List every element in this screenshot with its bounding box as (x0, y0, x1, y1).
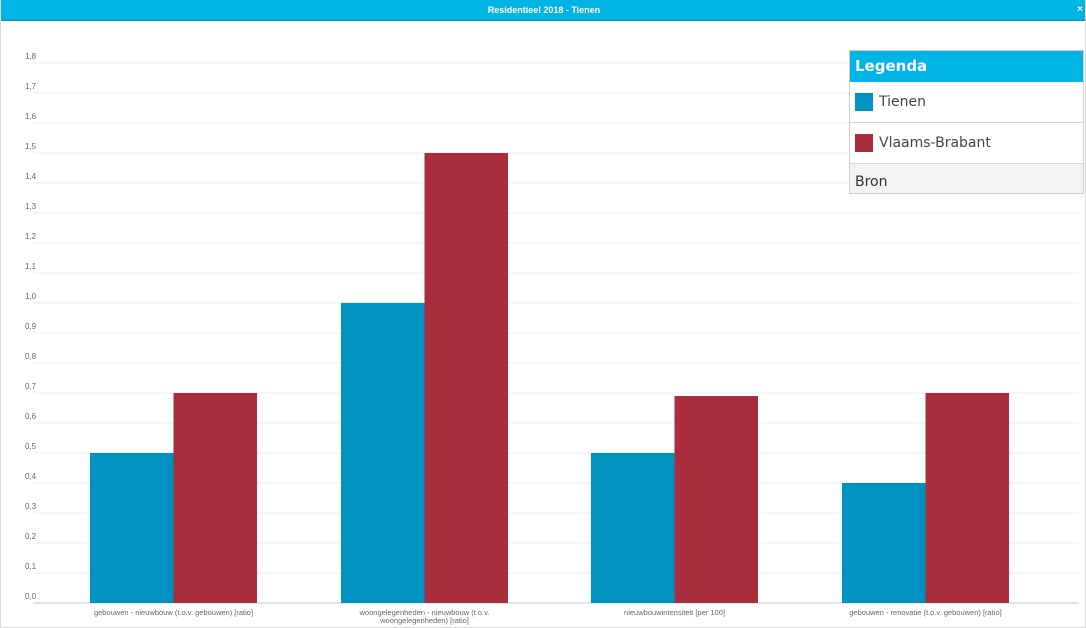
y-tick-label: 0,4 (25, 472, 37, 481)
legend-label-tienen: Tienen (879, 94, 926, 110)
y-tick-label: 0,5 (25, 442, 37, 451)
x-category-label: woongelegenheden) [ratio] (379, 616, 469, 625)
y-tick-label: 0,6 (25, 412, 37, 421)
y-tick-label: 0,9 (25, 322, 37, 331)
y-tick-label: 0,8 (25, 352, 37, 361)
y-tick-label: 1,1 (25, 262, 37, 271)
legend-item-vlaams-brabant[interactable]: Vlaams-Brabant (850, 123, 1083, 164)
bar-tienen (591, 453, 675, 603)
close-icon[interactable]: × (1077, 4, 1083, 15)
bar-tienen (90, 453, 174, 603)
y-tick-label: 0,2 (25, 532, 37, 541)
y-tick-label: 0,3 (25, 502, 37, 511)
y-tick-label: 0,7 (25, 382, 37, 391)
y-tick-label: 1,5 (25, 142, 37, 151)
y-tick-label: 1,7 (25, 82, 37, 91)
y-tick-label: 1,2 (25, 232, 37, 241)
legend-panel: Legenda Tienen Vlaams-Brabant Bron (849, 50, 1084, 194)
y-tick-label: 1,6 (25, 112, 37, 121)
x-category-label: gebouwen - renovatie (t.o.v. gebouwen) [… (849, 608, 1001, 617)
bar-tienen (842, 483, 926, 603)
y-tick-label: 0,0 (25, 592, 37, 601)
y-tick-label: 1,0 (25, 292, 37, 301)
bar-vlaams-brabant (674, 396, 758, 603)
bar-vlaams-brabant (925, 393, 1009, 603)
legend-swatch-vlaams-brabant (855, 134, 873, 152)
legend-label-vlaams-brabant: Vlaams-Brabant (879, 135, 991, 151)
x-category-label: nieuwbouwintensiteit [per 100] (624, 608, 725, 617)
x-category-label: gebouwen - nieuwbouw (t.o.v. gebouwen) [… (94, 608, 253, 617)
bar-tienen (341, 303, 425, 603)
y-tick-label: 1,8 (25, 52, 37, 61)
legend-swatch-tienen (855, 93, 873, 111)
y-tick-label: 1,3 (25, 202, 37, 211)
title-bar: Residentieel 2018 - Tienen × (1, 0, 1085, 21)
x-category-label: woongelegenheden - nieuwbouw (t.o.v. (359, 608, 490, 617)
legend-source[interactable]: Bron (850, 164, 1083, 193)
legend-title: Legenda (850, 51, 1083, 82)
bar-vlaams-brabant (173, 393, 257, 603)
legend-item-tienen[interactable]: Tienen (850, 82, 1083, 123)
bar-vlaams-brabant (424, 153, 508, 603)
y-tick-label: 0,1 (25, 562, 37, 571)
bar-chart: 0,0 0,1 0,2 0,3 0,4 0,5 0,6 0,7 0,8 0,9 1,0 1,1 1,2 1… (25, 52, 1079, 625)
y-tick-label: 1,4 (25, 172, 37, 181)
chart-title: Residentieel 2018 - Tienen (487, 5, 601, 15)
